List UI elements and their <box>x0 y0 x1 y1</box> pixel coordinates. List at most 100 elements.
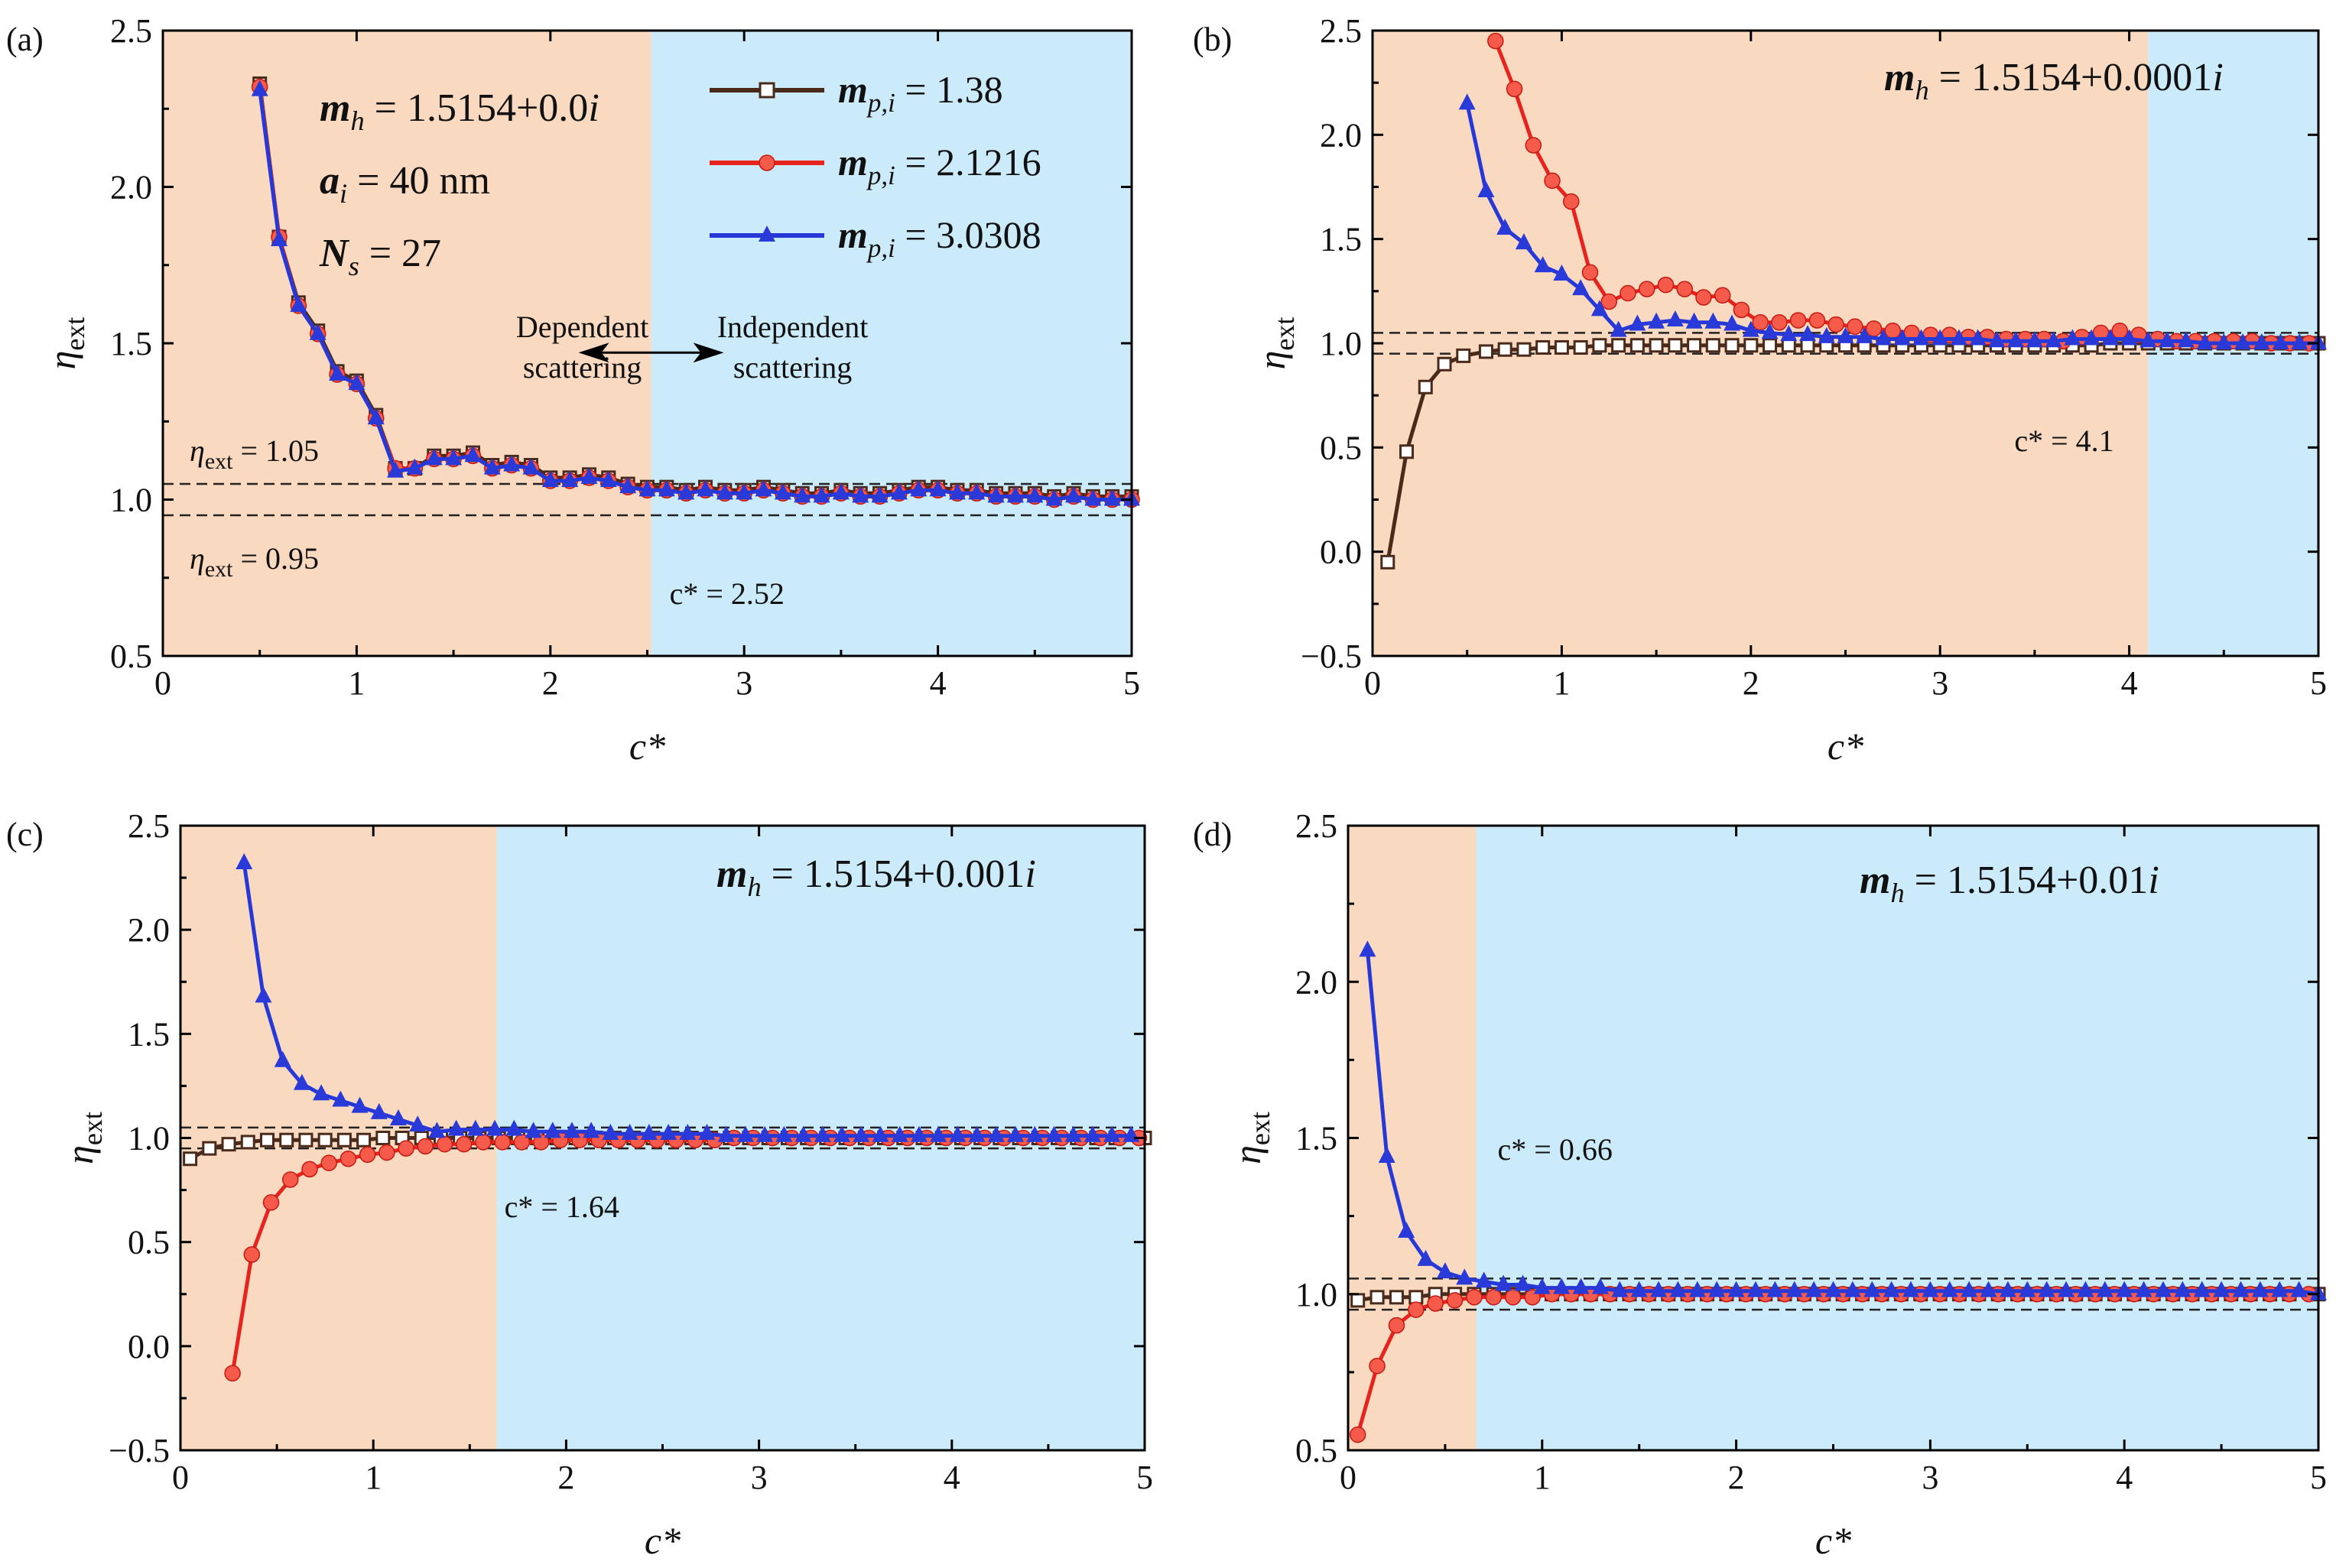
x-axis-title: c* <box>629 725 665 768</box>
legend-label-1: mp,i = 1.38 <box>838 68 1003 118</box>
data-point-s3-9 <box>425 449 443 466</box>
data-point-s3-12 <box>466 1119 484 1136</box>
data-point-s3-43 <box>1084 489 1102 506</box>
data-point-s3-39 <box>1006 486 1024 503</box>
data-point-s3-34 <box>910 480 928 497</box>
data-point-s3-10 <box>428 1122 446 1138</box>
data-point-s3-5 <box>1456 1268 1473 1285</box>
data-point-s3-32 <box>871 486 889 503</box>
data-point-s3-18 <box>583 1122 600 1138</box>
data-point-s1-0 <box>1380 554 1395 570</box>
data-point-s3-4 <box>1436 1262 1454 1279</box>
y-tick-label: 1.0 <box>128 1120 170 1157</box>
data-point-s3-34 <box>891 1125 908 1142</box>
data-point-s3-17 <box>1688 1281 1706 1297</box>
data-point-s3-28 <box>1902 1281 1920 1297</box>
data-point-s2-8 <box>1504 1289 1522 1306</box>
host-index-label: mh = 1.5154+0.0i <box>320 86 599 136</box>
y-tick-label: 0.5 <box>1320 429 1362 466</box>
data-point-s3-44 <box>1103 489 1121 506</box>
data-point-s3-41 <box>1026 1125 1044 1142</box>
data-point-s2-5 <box>1581 264 1599 281</box>
data-point-s3-15 <box>1650 1281 1668 1297</box>
data-point-s2-2 <box>1388 1316 1405 1334</box>
data-point-s3-27 <box>1969 329 1987 346</box>
data-point-s3-36 <box>2058 1281 2075 1297</box>
y-tick-label: 1.0 <box>110 482 152 519</box>
data-point-s2-9 <box>1657 276 1675 294</box>
data-point-s3-19 <box>1818 326 1835 343</box>
data-point-s2-7 <box>1620 284 1636 302</box>
data-point-s2-5 <box>320 1154 337 1171</box>
data-point-s1-0 <box>1350 1293 1366 1308</box>
arrow-left-head <box>578 342 609 363</box>
data-point-s3-17 <box>580 467 598 484</box>
data-point-s3-17 <box>1780 325 1798 342</box>
data-point-s3-42 <box>2174 1281 2191 1297</box>
data-point-s2-0 <box>1487 32 1504 50</box>
host-index-label: mh = 1.5154+0.01i <box>1860 859 2159 908</box>
legend-marker-1 <box>759 82 775 99</box>
data-point-s3-12 <box>483 458 501 475</box>
host-index-label: mh = 1.5154+0.001i <box>716 852 1036 902</box>
data-point-s3-16 <box>1669 1281 1687 1297</box>
data-point-s3-2 <box>274 1050 291 1067</box>
data-point-s2-14 <box>494 1134 511 1151</box>
data-point-s1-7 <box>317 1132 333 1148</box>
data-point-s3-26 <box>736 1125 754 1142</box>
independent-label-line1: Independent <box>717 310 869 344</box>
data-point-s1-15 <box>1668 338 1683 353</box>
data-point-s3-47 <box>2271 1281 2289 1297</box>
data-point-s2-10 <box>1676 281 1693 297</box>
data-point-s3-11 <box>447 1119 465 1136</box>
data-point-s2-8 <box>379 1144 395 1161</box>
y-tick-label: 0.5 <box>110 638 152 675</box>
data-point-s1-2 <box>221 1137 236 1152</box>
data-point-s3-38 <box>987 486 1005 503</box>
data-point-s3-48 <box>2290 1281 2308 1297</box>
host-index-label: mh = 1.5154+0.0001i <box>1884 56 2224 106</box>
threshold-label: c* = 1.64 <box>505 1190 619 1224</box>
data-point-s2-11 <box>1695 289 1712 306</box>
data-point-s3-21 <box>658 480 675 497</box>
x-tick-label: 3 <box>736 664 752 702</box>
data-point-s3-11 <box>1572 1277 1590 1294</box>
data-point-s3-24 <box>716 483 733 500</box>
dependent-region <box>163 31 651 656</box>
data-point-s3-31 <box>2045 331 2062 348</box>
data-point-s1-2 <box>1418 379 1433 394</box>
y-tick-label: −0.5 <box>1301 638 1362 675</box>
y-tick-label: 1.5 <box>1295 1120 1337 1157</box>
data-point-s3-41 <box>2154 1281 2172 1297</box>
x-tick-label: 0 <box>154 664 171 702</box>
data-point-s3-8 <box>1514 1274 1532 1291</box>
data-point-s1-4 <box>259 1132 275 1148</box>
data-point-s3-42 <box>2253 333 2270 349</box>
data-point-s3-43 <box>2272 333 2289 349</box>
data-point-s3-45 <box>2232 1281 2250 1297</box>
data-point-s1-14 <box>1649 338 1664 353</box>
data-point-s3-19 <box>602 1124 619 1141</box>
data-point-s3-33 <box>2083 329 2100 346</box>
data-point-s3-15 <box>525 1122 542 1138</box>
data-point-s3-15 <box>541 470 559 487</box>
data-point-s3-42 <box>1064 486 1082 503</box>
x-tick-label: 1 <box>1534 1459 1551 1496</box>
data-point-s3-22 <box>677 483 695 500</box>
data-point-s3-3 <box>1417 1249 1434 1266</box>
data-point-s3-44 <box>2213 1281 2230 1297</box>
y-tick-label: 2.0 <box>1320 116 1362 154</box>
data-point-s1-13 <box>1629 338 1645 353</box>
data-point-s3-29 <box>1922 1281 1939 1297</box>
x-tick-label: 1 <box>365 1459 382 1496</box>
y-tick-label: 2.0 <box>128 911 170 949</box>
x-tick-label: 0 <box>172 1459 189 1496</box>
legend-label-3: mp,i = 3.0308 <box>838 213 1041 263</box>
data-point-s3-22 <box>1874 329 1892 346</box>
data-point-s2-4 <box>1563 193 1580 210</box>
eta-lower-label: ηext = 0.95 <box>190 541 319 582</box>
data-point-s3-12 <box>1591 1277 1609 1294</box>
dependent-label-line2: scattering <box>523 350 642 385</box>
data-point-s1-8 <box>336 1132 352 1148</box>
data-point-s3-6 <box>367 408 385 425</box>
